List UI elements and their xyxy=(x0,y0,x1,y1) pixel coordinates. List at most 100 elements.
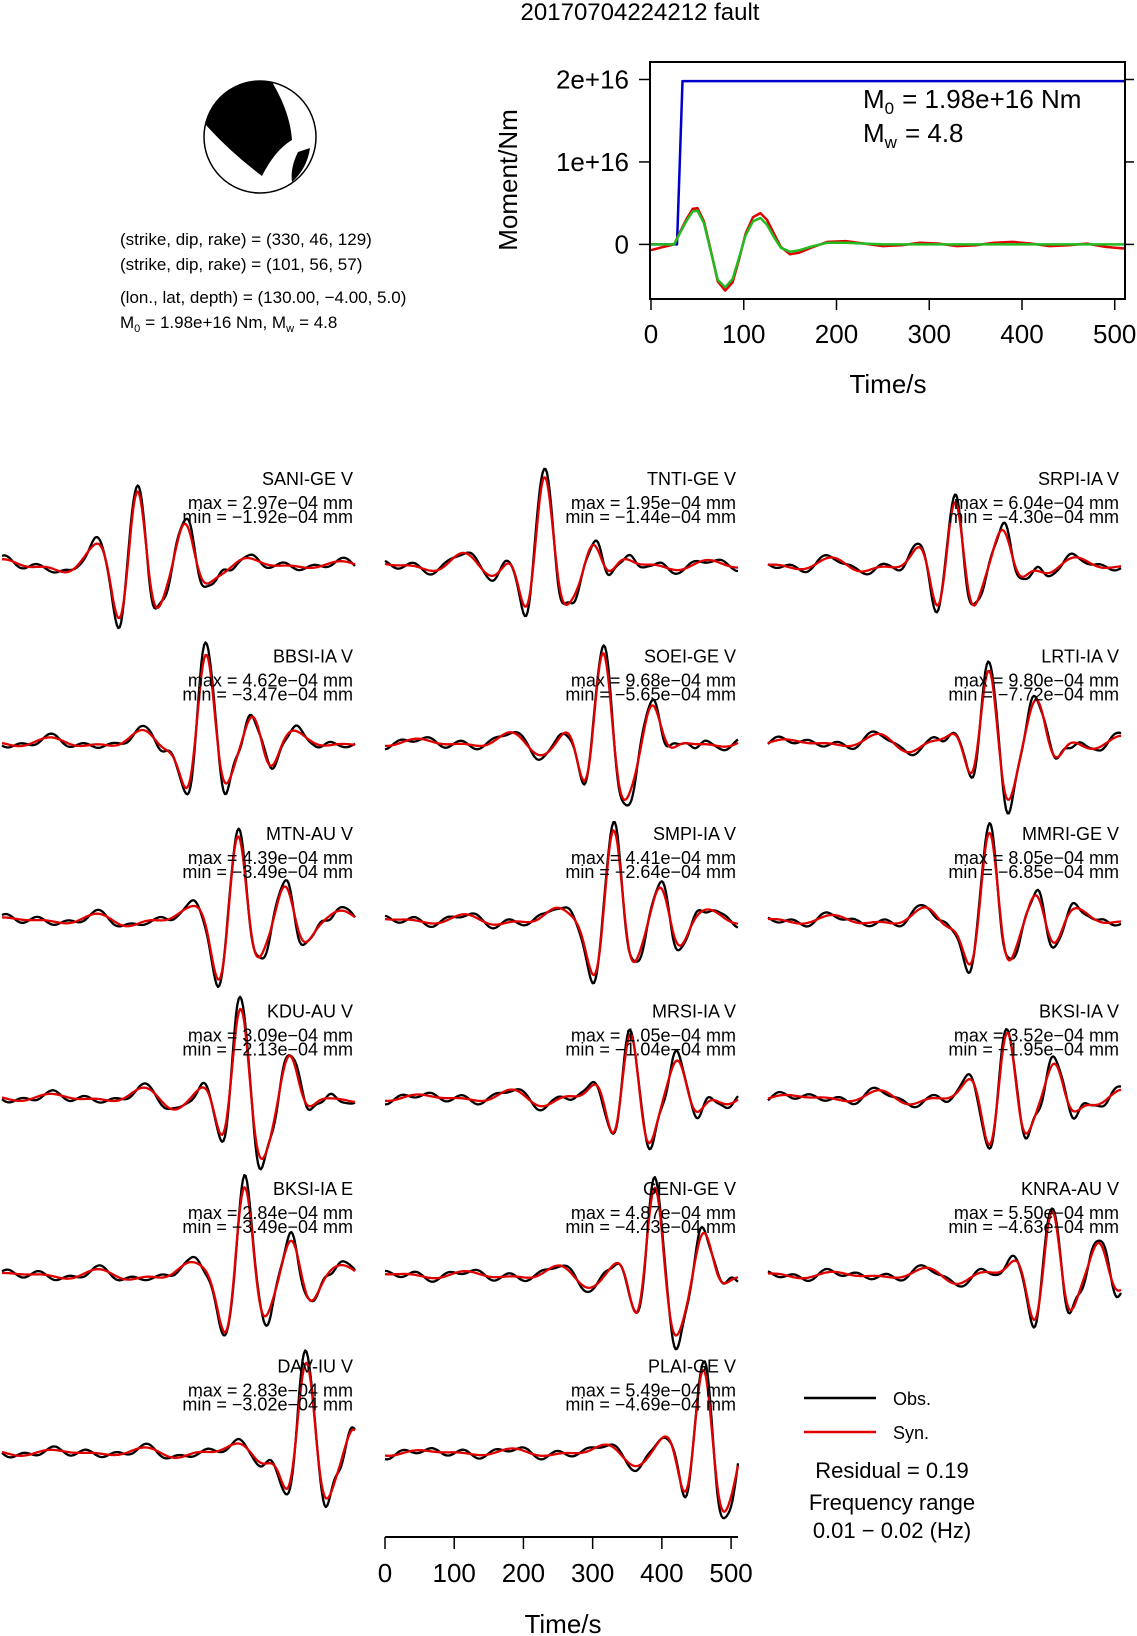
station-min: min = −1.95e−04 mm xyxy=(948,1040,1119,1060)
station-max: max = 9.80e−04 mm xyxy=(954,671,1119,691)
station-max: max = 6.04e−04 mm xyxy=(954,493,1119,513)
moment-x-tick-label: 300 xyxy=(908,319,951,349)
station-label: SRPI-IA V xyxy=(1038,469,1119,489)
station-max: max = 4.62e−04 mm xyxy=(188,671,353,691)
synthetic-waveform xyxy=(767,1210,1122,1322)
synthetic-waveform xyxy=(2,1186,356,1334)
moment-y-axis: 0 1e+16 2e+16 xyxy=(556,64,1134,259)
moment-series xyxy=(650,79,1125,292)
fitted-moment-rate-line xyxy=(651,209,1124,289)
moment-x-tick-label: 0 xyxy=(644,319,658,349)
observed-waveform xyxy=(384,820,739,985)
station-min: min = −7.72e−04 mm xyxy=(948,685,1119,705)
waveform-x-tick-label: 500 xyxy=(709,1558,752,1588)
station-label: MMRI-GE V xyxy=(1022,824,1119,844)
station-label: MTN-AU V xyxy=(266,824,353,844)
nodal-plane-1: (strike, dip, rake) = (330, 46, 129) xyxy=(120,230,372,249)
station-label: BBSI-IA V xyxy=(273,647,353,667)
moment-x-tick-label: 400 xyxy=(1000,319,1043,349)
synthetic-moment-rate-line xyxy=(650,206,1125,292)
synthetic-waveform xyxy=(1,1007,356,1161)
station-min: min = −3.49e−04 mm xyxy=(182,862,353,882)
moment-panel: 0 1e+16 2e+16 0 100 200 300 400 500 Moment/Nm T… xyxy=(493,61,1136,399)
waveform-x-tick-label: 200 xyxy=(502,1558,545,1588)
station-min: min = −3.47e−04 mm xyxy=(182,685,353,705)
station-label: BKSI-IA E xyxy=(273,1179,353,1199)
station-min: min = −2.13e−04 mm xyxy=(182,1040,353,1060)
station-max: max = 5.49e−04 mm xyxy=(571,1381,736,1401)
waveform-x-tick-label: 100 xyxy=(433,1558,476,1588)
moment-m0-annotation: M0 = 1.98e+16 Nm xyxy=(863,84,1081,118)
residual-label: Residual = 0.19 xyxy=(815,1458,969,1483)
observed-waveform xyxy=(384,467,739,618)
synthetic-waveform xyxy=(384,829,739,977)
moment-x-axis: 0 100 200 300 400 500 xyxy=(644,298,1136,349)
station-min: min = −5.65e−04 mm xyxy=(565,685,736,705)
station-label: TNTI-GE V xyxy=(647,469,736,489)
station-label: MRSI-IA V xyxy=(652,1002,736,1022)
station-max: max = 8.05e−04 mm xyxy=(954,848,1119,868)
moment-x-tick-label: 200 xyxy=(815,319,858,349)
event-location: (lon., lat, depth) = (130.00, −4.00, 5.0… xyxy=(120,288,406,307)
station-min: min = −4.69e−04 mm xyxy=(565,1395,736,1415)
synthetic-waveform xyxy=(384,1033,739,1145)
station-min: min = −3.49e−04 mm xyxy=(182,1217,353,1237)
observed-waveform xyxy=(1,995,356,1171)
legend-syn-label: Syn. xyxy=(893,1423,929,1443)
station-label: KNRA-AU V xyxy=(1021,1179,1119,1199)
moment-summary: M0 = 1.98e+16 Nm, Mw = 4.8 xyxy=(120,313,337,335)
legend-obs-label: Obs. xyxy=(893,1389,931,1409)
station-max: max = 5.50e−04 mm xyxy=(954,1203,1119,1223)
station-min: min = −1.04e−04 mm xyxy=(565,1040,736,1060)
synthetic-waveform xyxy=(767,669,1122,801)
moment-x-tick-label: 500 xyxy=(1093,319,1136,349)
synthetic-waveform xyxy=(384,1368,740,1513)
observed-waveform xyxy=(1,1174,356,1337)
beachball xyxy=(203,80,317,194)
station-max: max = 4.87e−04 mm xyxy=(571,1203,736,1223)
station-max: max = 2.97e−04 mm xyxy=(188,493,353,513)
station-max: max = 9.68e−04 mm xyxy=(571,671,736,691)
figure-title: 20170704224212 fault xyxy=(521,0,760,26)
station-max: max = 2.84e−04 mm xyxy=(188,1203,353,1223)
synthetic-waveform xyxy=(385,1186,739,1337)
waveform-x-axis: 0 100 200 300 400 500 xyxy=(378,1536,753,1588)
moment-x-tick-label: 100 xyxy=(722,319,765,349)
waveform-x-tick-label: 400 xyxy=(640,1558,683,1588)
synthetic-waveform xyxy=(384,476,739,608)
station-max: max = 4.39e−04 mm xyxy=(188,848,353,868)
station-label: PLAI-GE V xyxy=(648,1357,736,1377)
station-max: max = 3.09e−04 mm xyxy=(188,1026,353,1046)
station-label: DAV-IU V xyxy=(277,1357,353,1377)
moment-y-tick-label: 2e+16 xyxy=(556,64,629,94)
synthetic-waveform xyxy=(768,501,1122,607)
observed-waveform xyxy=(384,644,739,807)
station-min: min = −4.30e−04 mm xyxy=(948,507,1119,527)
station-max: max = 1.95e−04 mm xyxy=(571,493,736,513)
moment-panel-frame xyxy=(649,61,1126,300)
station-label: KDU-AU V xyxy=(267,1002,353,1022)
observed-waveform xyxy=(767,822,1122,975)
synthetic-waveform xyxy=(768,831,1122,966)
station-min: min = −6.85e−04 mm xyxy=(948,862,1119,882)
synthetic-waveform xyxy=(1,835,356,981)
legend: Obs. Syn. Residual = 0.19 Frequency rang… xyxy=(804,1389,975,1543)
moment-y-axis-label: Moment/Nm xyxy=(493,109,523,251)
synthetic-waveform xyxy=(1,653,356,790)
station-label: SANI-GE V xyxy=(262,469,353,489)
station-label: GENI-GE V xyxy=(643,1179,736,1199)
